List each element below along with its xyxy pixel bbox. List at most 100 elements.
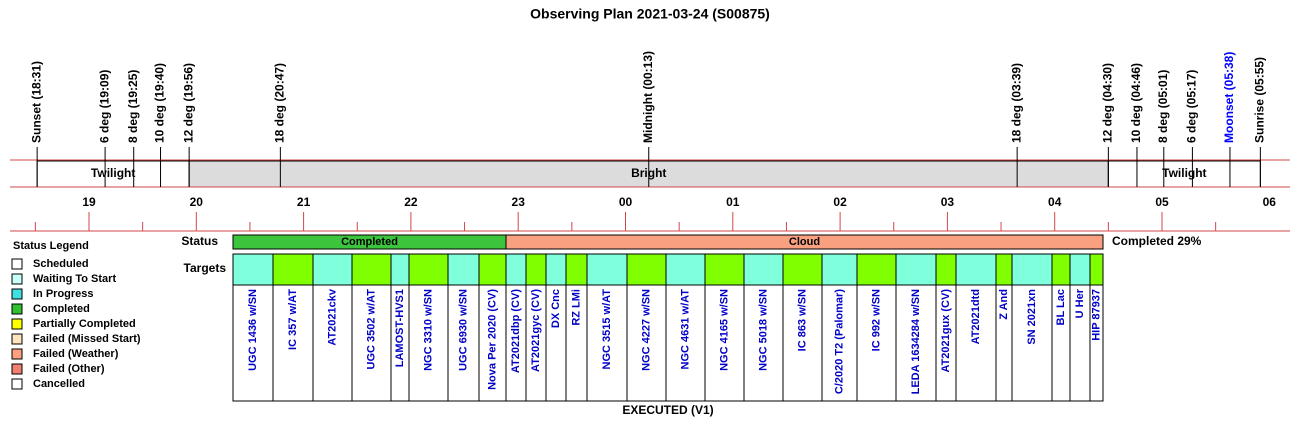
target-block <box>505 253 527 286</box>
target-block <box>545 253 567 286</box>
status-summary: Completed 29% <box>1112 234 1202 248</box>
target-name: HIP 87937 <box>1090 289 1102 341</box>
target-block <box>525 253 547 286</box>
target-name: AT2021gux (CV) <box>940 289 952 373</box>
legend-title: Status Legend <box>13 240 89 252</box>
hour-label: 06 <box>1263 195 1277 209</box>
status-segment <box>505 234 1104 250</box>
target-name: UGC 6930 w/SN <box>457 289 469 371</box>
target-name: BL Lac <box>1055 289 1067 325</box>
hour-label: 04 <box>1048 195 1062 209</box>
target-block <box>955 253 997 286</box>
target-block <box>390 253 410 286</box>
status-label: Status <box>181 234 218 248</box>
target-name: C/2020 T2 (Palomar) <box>833 289 845 394</box>
hour-label: 03 <box>941 195 955 209</box>
legend-swatch <box>11 333 23 345</box>
target-name: AT2021dbp (CV) <box>510 289 522 373</box>
event-label: 6 deg (05:17) <box>1185 70 1199 143</box>
hour-label: 00 <box>619 195 633 209</box>
target-block <box>312 253 353 286</box>
target-name: Nova Per 2020 (CV) <box>486 289 498 390</box>
target-name: IC 863 w/SN <box>796 289 808 351</box>
target-block <box>626 253 667 286</box>
hour-label: 01 <box>726 195 740 209</box>
status-segment-label: Cloud <box>789 236 820 248</box>
target-name: LAMOST-HVS1 <box>394 289 406 367</box>
event-label: 8 deg (05:01) <box>1156 70 1170 143</box>
legend-item: Failed (Other) <box>33 363 105 375</box>
target-block <box>1069 253 1091 286</box>
title: Observing Plan 2021-03-24 (S00875) <box>530 6 770 22</box>
target-block <box>447 253 480 286</box>
target-block <box>743 253 784 286</box>
target-block <box>704 253 745 286</box>
band-label: Twilight <box>1162 166 1206 180</box>
event-label: 10 deg (04:46) <box>1129 63 1143 143</box>
hour-label: 05 <box>1155 195 1169 209</box>
legend-item: Cancelled <box>33 378 85 390</box>
event-label: Sunset (18:31) <box>29 61 43 143</box>
event-label: Midnight (00:13) <box>641 51 655 143</box>
target-block <box>565 253 588 286</box>
target-name: IC 992 w/SN <box>870 289 882 351</box>
target-block <box>351 253 392 286</box>
hour-label: 21 <box>297 195 311 209</box>
event-label: 18 deg (20:47) <box>273 63 287 143</box>
hour-label: 20 <box>190 195 204 209</box>
event-label: 10 deg (19:40) <box>153 63 167 143</box>
legend-swatch <box>11 258 23 270</box>
event-label: 12 deg (04:30) <box>1101 63 1115 143</box>
hour-label: 19 <box>82 195 96 209</box>
target-block <box>232 253 274 286</box>
target-block <box>408 253 449 286</box>
footer: EXECUTED (V1) <box>622 403 713 417</box>
event-label: 12 deg (19:56) <box>181 63 195 143</box>
legend-item: Failed (Weather) <box>33 348 119 360</box>
target-name: IC 357 w/AT <box>287 289 299 350</box>
target-name: SN 2021xn <box>1026 289 1038 345</box>
target-block <box>665 253 706 286</box>
legend-item: Scheduled <box>33 258 89 270</box>
legend-swatch <box>11 273 23 285</box>
target-block <box>895 253 937 286</box>
hour-label: 22 <box>404 195 418 209</box>
target-name: NGC 5018 w/SN <box>757 289 769 371</box>
target-name: DX Cnc <box>550 289 562 328</box>
target-name: AT2021dtd <box>970 289 982 344</box>
legend-swatch <box>11 378 23 390</box>
legend-swatch <box>11 348 23 360</box>
target-name: NGC 4227 w/SN <box>640 289 652 371</box>
legend-swatch <box>11 303 23 315</box>
target-block <box>1011 253 1053 286</box>
band <box>36 160 190 188</box>
legend-item: Waiting To Start <box>33 273 116 285</box>
legend-swatch <box>11 318 23 330</box>
target-block <box>935 253 957 286</box>
hour-label: 23 <box>512 195 526 209</box>
target-name: UGC 3502 w/AT <box>365 289 377 370</box>
legend-item: Partially Completed <box>33 318 136 330</box>
target-name: RZ LMi <box>570 289 582 326</box>
target-name: NGC 4631 w/AT <box>679 289 691 370</box>
target-name: NGC 3515 w/AT <box>601 289 613 370</box>
target-name: NGC 4165 w/SN <box>718 289 730 371</box>
target-block <box>821 253 858 286</box>
target-name: UGC 1436 w/SN <box>247 289 259 371</box>
legend-item: Completed <box>33 303 90 315</box>
event-label: Sunrise (05:55) <box>1253 57 1267 143</box>
target-block <box>856 253 897 286</box>
targets-label: Targets <box>184 261 227 275</box>
target-block <box>995 253 1013 286</box>
event-label: Moonset (05:38) <box>1222 52 1236 143</box>
target-name: NGC 3310 w/SN <box>422 289 434 371</box>
target-block <box>478 253 507 286</box>
event-label: 18 deg (03:39) <box>1009 63 1023 143</box>
event-label: 6 deg (19:09) <box>97 70 111 143</box>
band-label: Twilight <box>91 166 135 180</box>
target-block <box>586 253 628 286</box>
target-name: AT2021ckv <box>326 288 338 346</box>
target-block <box>782 253 823 286</box>
legend-item: Failed (Missed Start) <box>33 333 141 345</box>
